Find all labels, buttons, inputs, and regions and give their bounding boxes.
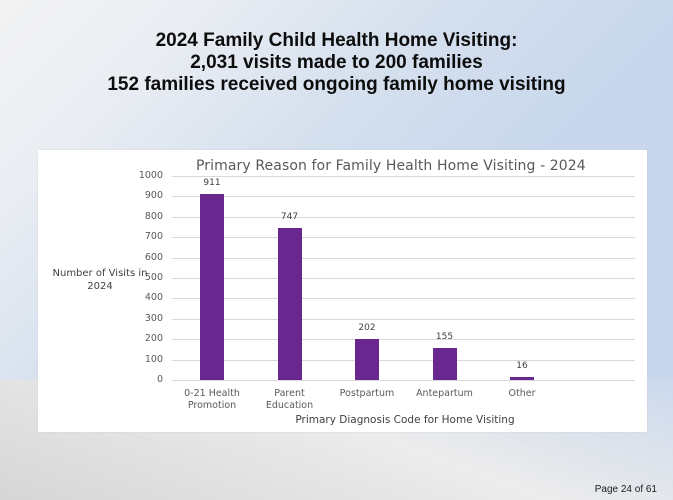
y-tick-label: 100 [144, 354, 163, 365]
gridline [172, 278, 635, 279]
slide-title-line-3: 152 families received ongoing family hom… [107, 74, 566, 95]
x-tick-label: Other [482, 388, 562, 400]
data-label: 155 [435, 332, 454, 342]
x-tick-label-line: Parent [274, 388, 305, 399]
bar [200, 194, 224, 380]
x-tick-label: 0-21 Health Promotion [172, 388, 252, 412]
gridline [172, 217, 635, 218]
x-tick-label-line: Education [265, 400, 314, 411]
y-tick-label: 700 [144, 231, 163, 242]
slide-title-line-1: 2024 Family Child Health Home Visiting: [155, 30, 518, 51]
bar [277, 228, 302, 380]
gridline [172, 237, 635, 238]
y-tick-label: 800 [144, 211, 163, 222]
bar [355, 339, 379, 380]
x-tick-label: Antepartum [405, 388, 485, 400]
bar [510, 377, 534, 380]
gridline [172, 176, 635, 177]
x-axis-label: Primary Diagnosis Code for Home Visiting [295, 414, 515, 426]
y-tick-label: 1000 [138, 170, 163, 181]
chart-title: Primary Reason for Family Health Home Vi… [196, 158, 586, 174]
x-tick-label-line: Other [508, 388, 536, 399]
gridline [172, 196, 635, 197]
gridline [172, 380, 635, 381]
y-tick-label: 0 [156, 374, 163, 385]
y-tick-label: 300 [144, 313, 163, 324]
gridline [172, 360, 635, 361]
gridline [172, 298, 635, 299]
y-tick-label: 600 [144, 252, 163, 263]
data-label: 16 [516, 361, 528, 371]
x-tick-label: Postpartum [327, 388, 407, 400]
gridline [172, 339, 635, 340]
chart-container [38, 150, 647, 432]
gridline [172, 258, 635, 259]
slide-title: 2024 Family Child Health Home Visiting: … [0, 30, 673, 96]
y-tick-label: 400 [144, 292, 163, 303]
data-label: 911 [203, 178, 221, 188]
x-tick-label: Parent Education [250, 388, 330, 412]
x-tick-label-line: Postpartum [339, 388, 395, 399]
data-label: 747 [280, 212, 299, 222]
y-axis-label-line-2: 2024 [87, 281, 113, 292]
slide-title-line-2: 2,031 visits made to 200 families [190, 52, 483, 73]
y-tick-label: 500 [144, 272, 163, 283]
y-tick-label: 200 [144, 333, 163, 344]
y-axis-label-line-1: Number of Visits in [52, 268, 148, 279]
data-label: 202 [358, 323, 376, 333]
gridline [172, 319, 635, 320]
bar [432, 348, 457, 380]
x-tick-label-line: 0-21 Health [184, 388, 240, 399]
page-number: Page 24 of 61 [594, 484, 657, 495]
x-tick-label-line: Antepartum [416, 388, 473, 399]
y-axis-label: Number of Visits in 2024 [40, 267, 160, 293]
x-tick-label-line: Promotion [187, 400, 237, 411]
y-tick-label: 900 [144, 190, 163, 201]
